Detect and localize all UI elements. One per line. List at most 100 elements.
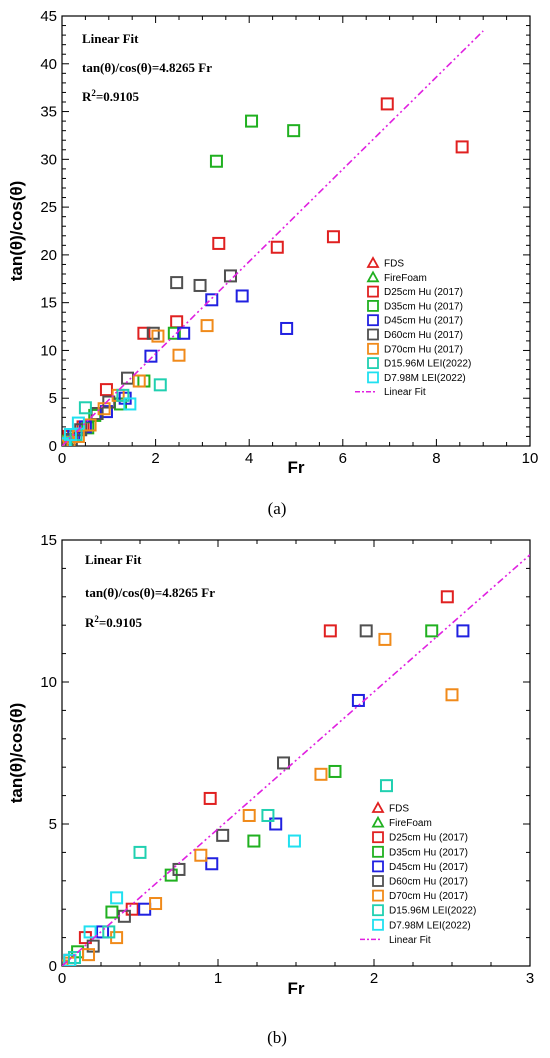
- legend-label-d15-96m-lei-2022: D15.96M LEI(2022): [384, 359, 471, 370]
- fit-r2-sup: 2: [91, 88, 96, 98]
- point-d70cm-hu-2017: [445, 688, 459, 702]
- point-d35cm-hu-2017: [209, 154, 223, 168]
- point-d45cm-hu-2017: [351, 693, 365, 707]
- fit-r2: R2=0.9105: [82, 88, 140, 104]
- x-tick-label: 8: [432, 450, 440, 467]
- point-d45cm-hu-2017: [269, 817, 283, 831]
- x-tick-label: 3: [526, 970, 534, 987]
- point-d35cm-hu-2017: [245, 114, 259, 128]
- data-layer: [62, 554, 530, 966]
- y-tick-label: 15: [40, 532, 57, 549]
- y-tick-label: 45: [40, 8, 57, 25]
- point-d60cm-hu-2017: [193, 278, 207, 292]
- point-d45cm-hu-2017: [144, 349, 158, 363]
- y-tick-label: 0: [49, 958, 57, 975]
- y-tick-label: 15: [40, 295, 57, 312]
- x-tick-label: 2: [151, 450, 159, 467]
- chart-b: 0 1 2 3 0 5 10 15 Fr tan(θ)/cos(θ) Linear Fit tan(θ…: [7, 532, 534, 1047]
- point-d25cm-hu-2017: [326, 230, 340, 244]
- fit-title: Linear Fit: [82, 31, 139, 46]
- y-tick-label: 25: [40, 199, 57, 216]
- legend-label-d15-96m-lei-2022: D15.96M LEI(2022): [389, 906, 476, 917]
- legend-marker-firefoam: [366, 270, 380, 283]
- point-d70cm-hu-2017: [172, 348, 186, 362]
- y-tick-label: 40: [40, 56, 57, 73]
- fit-line: [62, 30, 484, 446]
- point-d7-98m-lei-2022: [123, 397, 137, 411]
- point-d60cm-hu-2017: [216, 828, 230, 842]
- y-tick-label: 35: [40, 104, 57, 121]
- point-d45cm-hu-2017: [205, 293, 219, 307]
- legend-marker-d7-98m-lei-2022: [372, 918, 384, 931]
- fit-r2: R2=0.9105: [85, 614, 143, 630]
- legend-marker-firefoam: [371, 815, 385, 828]
- point-d35cm-hu-2017: [167, 326, 181, 340]
- point-d45cm-hu-2017: [99, 405, 113, 419]
- y-tick-label: 10: [40, 674, 57, 691]
- point-d7-98m-lei-2022: [63, 428, 77, 442]
- point-d70cm-hu-2017: [132, 374, 146, 388]
- y-tick-label: 20: [40, 247, 57, 264]
- point-d7-98m-lei-2022: [63, 953, 77, 966]
- legend-label-d60cm-hu-2017: D60cm Hu (2017): [389, 877, 468, 888]
- point-d25cm-hu-2017: [137, 326, 151, 340]
- point-d70cm-hu-2017: [200, 319, 214, 333]
- legend-marker-d25cm-hu-2017: [367, 285, 379, 298]
- point-d25cm-hu-2017: [170, 315, 184, 329]
- point-d45cm-hu-2017: [205, 857, 219, 871]
- legend-label-d45cm-hu-2017: D45cm Hu (2017): [389, 862, 468, 873]
- legend-label-d7-98m-lei-2022: D7.98M LEI(2022): [389, 920, 471, 931]
- y-tick-label: 30: [40, 151, 57, 168]
- fit-r2-value: =0.9105: [99, 615, 143, 630]
- point-d15-96m-lei-2022: [261, 808, 275, 822]
- panel-caption: (b): [267, 1028, 287, 1047]
- legend-label-fds: FDS: [389, 804, 409, 815]
- chart-a: 0 2 4 6 8 10 0 5 10 15 20 25 30 35 40 45 Fr tan(θ)/cos(θ)…: [7, 8, 538, 518]
- y-axis-label: tan(θ)/cos(θ): [7, 181, 26, 282]
- panel-caption: (a): [268, 499, 287, 518]
- y-tick-label: 10: [40, 342, 57, 359]
- point-d7-98m-lei-2022: [83, 925, 97, 939]
- point-d70cm-hu-2017: [82, 948, 96, 962]
- legend-marker-fds: [366, 256, 380, 268]
- point-d35cm-hu-2017: [247, 834, 261, 848]
- fit-equation: tan(θ)/cos(θ)=4.8265 Fr: [82, 60, 212, 75]
- point-d45cm-hu-2017: [280, 321, 294, 335]
- point-d35cm-hu-2017: [105, 905, 119, 919]
- legend-label-d45cm-hu-2017: D45cm Hu (2017): [384, 316, 463, 327]
- point-d25cm-hu-2017: [323, 624, 337, 638]
- x-tick-label: 2: [370, 970, 378, 987]
- legend-marker-d35cm-hu-2017: [372, 845, 384, 858]
- fit-r2-prefix: R: [82, 89, 92, 104]
- point-d60cm-hu-2017: [170, 276, 184, 290]
- point-d70cm-hu-2017: [378, 632, 392, 646]
- point-d15-96m-lei-2022: [116, 388, 130, 402]
- legend-label-d70cm-hu-2017: D70cm Hu (2017): [384, 344, 463, 355]
- x-tick-label: 0: [58, 970, 66, 987]
- legend-marker-d35cm-hu-2017: [367, 299, 379, 312]
- point-d25cm-hu-2017: [270, 240, 284, 254]
- point-d15-96m-lei-2022: [379, 779, 393, 793]
- y-tick-label: 5: [49, 390, 57, 407]
- point-d60cm-hu-2017: [117, 909, 131, 923]
- point-d70cm-hu-2017: [151, 329, 165, 343]
- point-d25cm-hu-2017: [440, 590, 454, 604]
- point-d70cm-hu-2017: [194, 848, 208, 862]
- point-d70cm-hu-2017: [149, 897, 163, 911]
- legend-marker-d15-96m-lei-2022: [367, 357, 379, 370]
- point-d25cm-hu-2017: [125, 902, 139, 916]
- point-d45cm-hu-2017: [456, 624, 470, 638]
- point-d15-96m-lei-2022: [78, 401, 92, 415]
- legend-marker-d60cm-hu-2017: [367, 328, 379, 341]
- point-d70cm-hu-2017: [314, 767, 328, 781]
- point-d60cm-hu-2017: [359, 624, 373, 638]
- legend-label-d35cm-hu-2017: D35cm Hu (2017): [384, 301, 463, 312]
- point-d7-98m-lei-2022: [110, 891, 124, 905]
- fit-r2-sup: 2: [94, 614, 99, 624]
- fit-r2-value: =0.9105: [96, 89, 140, 104]
- fit-line: [62, 554, 530, 966]
- point-d15-96m-lei-2022: [133, 845, 147, 859]
- legend-marker-d70cm-hu-2017: [367, 342, 379, 355]
- legend-label-d35cm-hu-2017: D35cm Hu (2017): [389, 847, 468, 858]
- legend-label-firefoam: FireFoam: [384, 273, 427, 284]
